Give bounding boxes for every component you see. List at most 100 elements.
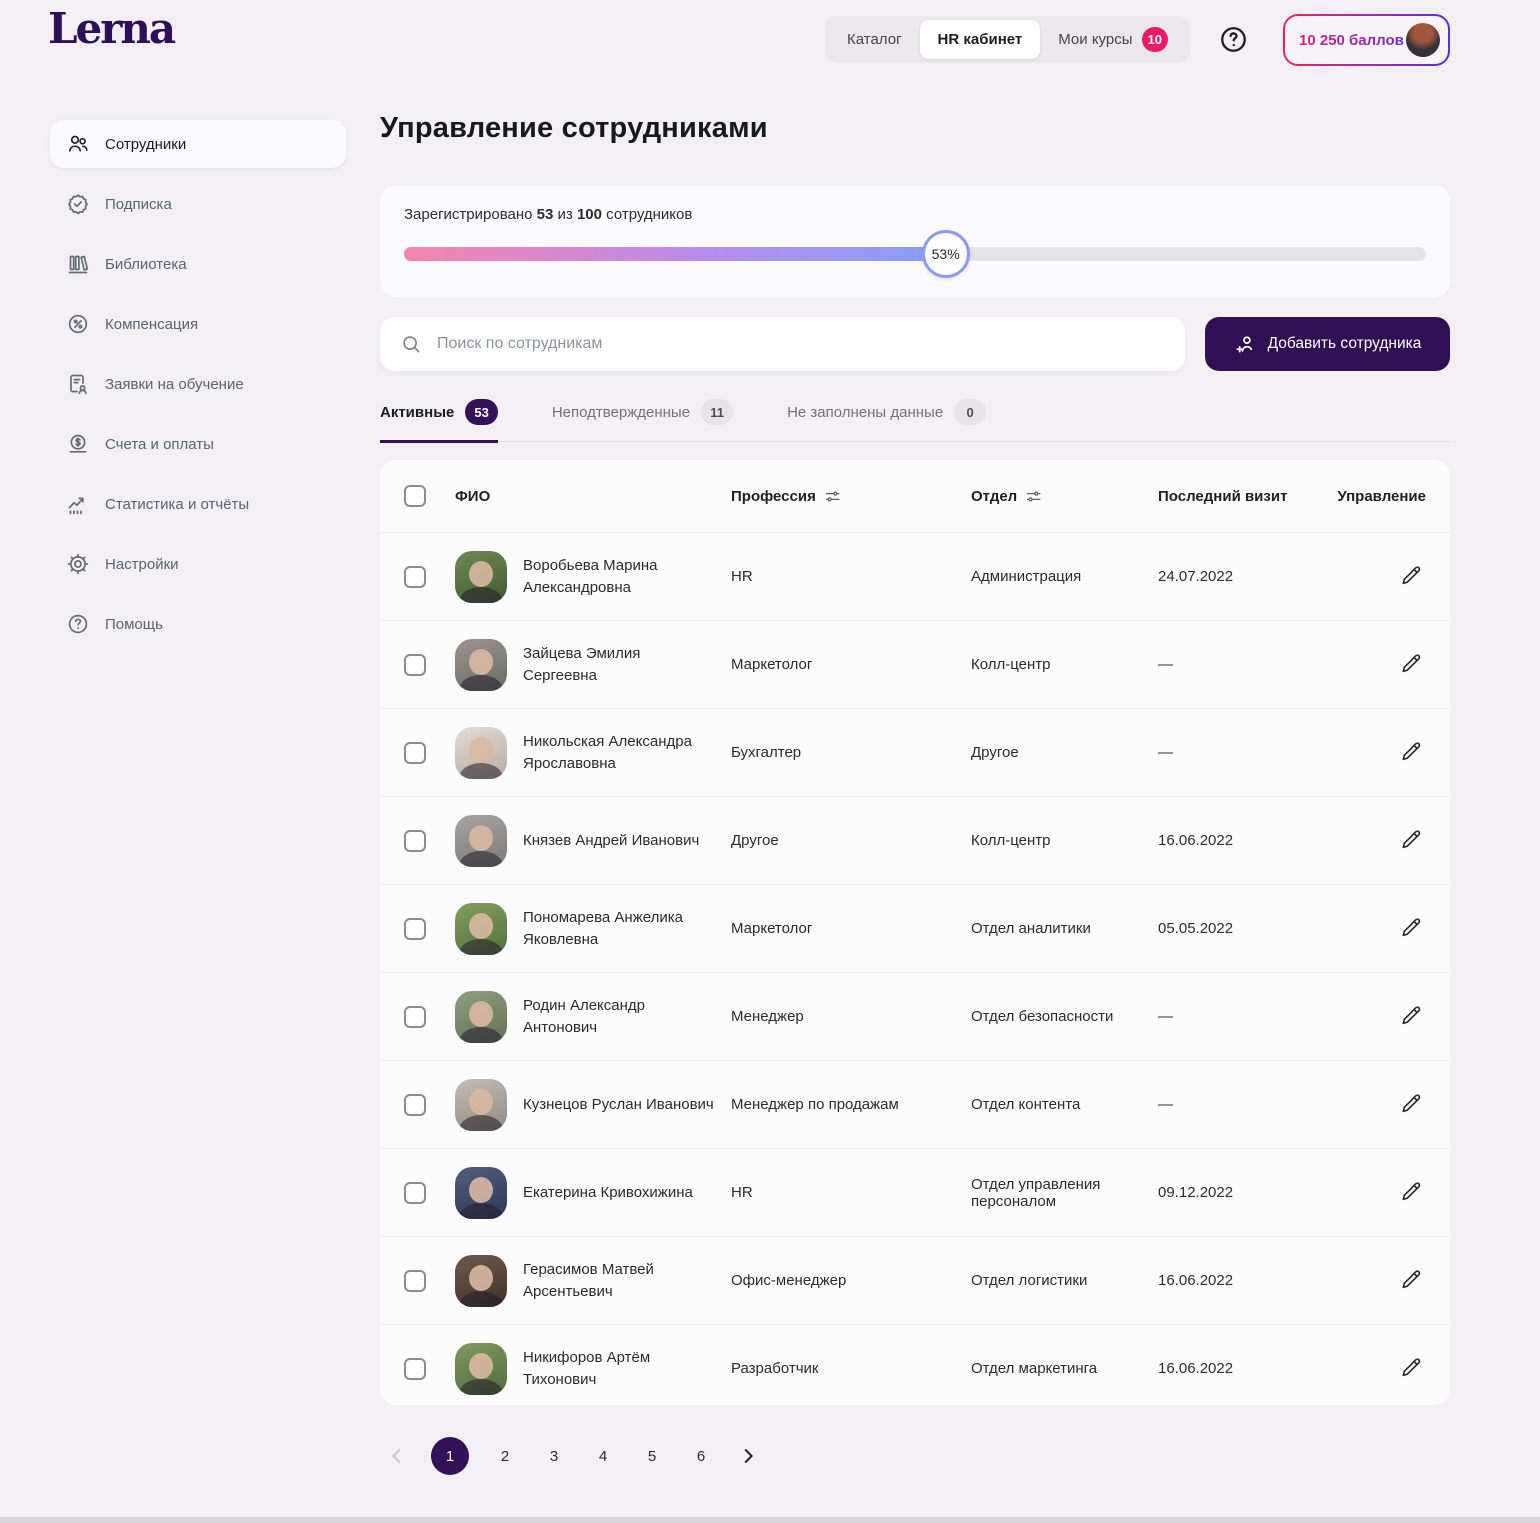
filter-tab-2[interactable]: Неподтвержденные 11 xyxy=(552,399,734,443)
employee-profession: Маркетолог xyxy=(731,920,813,937)
table-header: ФИО Профессия Отдел Последний визит xyxy=(380,460,1450,533)
help-icon xyxy=(66,612,90,636)
sidebar-item-9[interactable]: Помощь xyxy=(50,600,346,648)
pagination-page[interactable]: 4 xyxy=(598,1447,608,1465)
header-tab-label: Мои курсы xyxy=(1058,31,1133,48)
sidebar-item-label: Библиотека xyxy=(105,255,187,273)
header-nav-tabs: Каталог HR кабинет Мои курсы 10 xyxy=(825,16,1190,63)
edit-pencil-icon[interactable] xyxy=(1400,1004,1426,1030)
filter-tab-3[interactable]: Не заполнены данные 0 xyxy=(787,399,987,443)
pagination-page[interactable]: 2 xyxy=(500,1447,510,1465)
row-checkbox[interactable] xyxy=(404,917,426,940)
employee-name: Герасимов Матвей Арсентьевич xyxy=(523,1260,654,1300)
edit-pencil-icon[interactable] xyxy=(1400,1268,1426,1294)
column-fio: ФИО xyxy=(455,487,491,505)
add-employee-button[interactable]: Добавить сотрудника xyxy=(1205,317,1450,371)
sidebar-item-label: Компенсация xyxy=(105,315,199,333)
progress-bar: 53% xyxy=(404,230,1426,278)
table-row: Князев Андрей Иванович Другое Колл-центр… xyxy=(380,797,1450,885)
points-pill[interactable]: 10 250 баллов xyxy=(1283,14,1450,66)
employee-department: Другое xyxy=(971,744,1019,761)
settings-icon xyxy=(66,552,90,576)
header-tab-label: HR кабинет xyxy=(937,31,1023,48)
row-checkbox[interactable] xyxy=(404,741,426,764)
header-tab-1[interactable]: Каталог xyxy=(829,20,920,59)
employees-table: ФИО Профессия Отдел Последний визит xyxy=(380,460,1450,1405)
employee-last-visit: 09.12.2022 xyxy=(1158,1184,1234,1201)
edit-pencil-icon[interactable] xyxy=(1400,916,1426,942)
row-checkbox[interactable] xyxy=(404,1269,426,1292)
sidebar-item-3[interactable]: Библиотека xyxy=(50,240,346,288)
row-checkbox[interactable] xyxy=(404,1181,426,1204)
employee-last-visit: — xyxy=(1158,1096,1173,1113)
pagination-page[interactable]: 3 xyxy=(549,1447,559,1465)
employee-name: Никифоров Артём Тихонович xyxy=(523,1348,651,1388)
employee-profession: Офис-менеджер xyxy=(731,1272,847,1289)
employee-profession: Разработчик xyxy=(731,1360,819,1377)
filter-tab-badge: 11 xyxy=(701,399,734,425)
help-icon[interactable] xyxy=(1219,25,1248,54)
select-all-checkbox[interactable] xyxy=(404,485,426,507)
employee-last-visit: — xyxy=(1158,656,1173,673)
sidebar-item-8[interactable]: Настройки xyxy=(50,540,346,588)
filter-tab-label: Активные xyxy=(380,403,455,421)
filter-tabs: Активные 53 Неподтвержденные 11 Не запол… xyxy=(380,399,1450,443)
sidebar-item-5[interactable]: Заявки на обучение xyxy=(50,360,346,408)
page-title: Управление сотрудниками xyxy=(380,112,768,144)
search-box[interactable] xyxy=(380,317,1185,371)
edit-pencil-icon[interactable] xyxy=(1400,1092,1426,1118)
sidebar-item-4[interactable]: Компенсация xyxy=(50,300,346,348)
employee-name: Родин Александр Антонович xyxy=(523,996,645,1036)
employee-name: Князев Андрей Иванович xyxy=(523,831,700,849)
stats-icon xyxy=(66,492,90,516)
table-row: Никольская Александра Ярославовна Бухгал… xyxy=(380,709,1450,797)
pagination-page[interactable]: 5 xyxy=(647,1447,657,1465)
edit-pencil-icon[interactable] xyxy=(1400,652,1426,678)
sidebar-item-7[interactable]: Статистика и отчёты xyxy=(50,480,346,528)
filter-sliders-icon xyxy=(825,491,840,501)
filter-tab-badge: 0 xyxy=(954,399,987,425)
edit-pencil-icon[interactable] xyxy=(1400,564,1426,590)
column-profession[interactable]: Профессия xyxy=(731,488,971,505)
row-checkbox[interactable] xyxy=(404,1357,426,1380)
employee-department: Отдел безопасности xyxy=(971,1008,1114,1025)
employee-profession: Маркетолог xyxy=(731,656,813,673)
search-input[interactable] xyxy=(435,334,1165,354)
header-tab-2[interactable]: HR кабинет xyxy=(919,20,1041,59)
sidebar-item-2[interactable]: Подписка xyxy=(50,180,346,228)
filter-sliders-icon xyxy=(1027,491,1041,501)
row-checkbox[interactable] xyxy=(404,565,426,588)
column-manage: Управление xyxy=(1337,487,1426,505)
column-department[interactable]: Отдел xyxy=(971,488,1158,505)
employee-department: Отдел маркетинга xyxy=(971,1360,1098,1377)
filter-tab-1[interactable]: Активные 53 xyxy=(380,399,498,443)
header-tab-3[interactable]: Мои курсы 10 xyxy=(1040,20,1186,59)
sidebar-item-label: Подписка xyxy=(105,195,172,213)
employee-department: Отдел логистики xyxy=(971,1272,1088,1289)
edit-pencil-icon[interactable] xyxy=(1400,1180,1426,1206)
table-row: Никифоров Артём Тихонович Разработчик От… xyxy=(380,1325,1450,1405)
main-content: Управление сотрудниками Зарегистрировано… xyxy=(380,112,1450,1475)
employee-last-visit: 05.05.2022 xyxy=(1158,920,1234,937)
row-checkbox[interactable] xyxy=(404,1005,426,1028)
employee-department: Колл-центр xyxy=(971,656,1051,673)
row-checkbox[interactable] xyxy=(404,653,426,676)
sidebar-item-6[interactable]: Счета и оплаты xyxy=(50,420,346,468)
row-checkbox[interactable] xyxy=(404,1093,426,1116)
pagination-next-icon[interactable] xyxy=(737,1445,759,1467)
employee-department: Отдел аналитики xyxy=(971,920,1091,937)
pagination-page[interactable]: 1 xyxy=(431,1437,469,1475)
employee-last-visit: — xyxy=(1158,744,1173,761)
employee-name: Зайцева Эмилия Сергеевна xyxy=(523,644,641,684)
edit-pencil-icon[interactable] xyxy=(1400,828,1426,854)
employee-avatar xyxy=(455,726,507,779)
row-checkbox[interactable] xyxy=(404,829,426,852)
edit-pencil-icon[interactable] xyxy=(1400,1356,1426,1382)
edit-pencil-icon[interactable] xyxy=(1400,740,1426,766)
training-request-icon xyxy=(66,372,90,396)
sidebar-item-1[interactable]: Сотрудники xyxy=(50,120,346,168)
header-tab-label: Каталог xyxy=(847,31,902,48)
pagination-page[interactable]: 6 xyxy=(696,1447,706,1465)
pagination-prev-icon[interactable] xyxy=(386,1445,408,1467)
